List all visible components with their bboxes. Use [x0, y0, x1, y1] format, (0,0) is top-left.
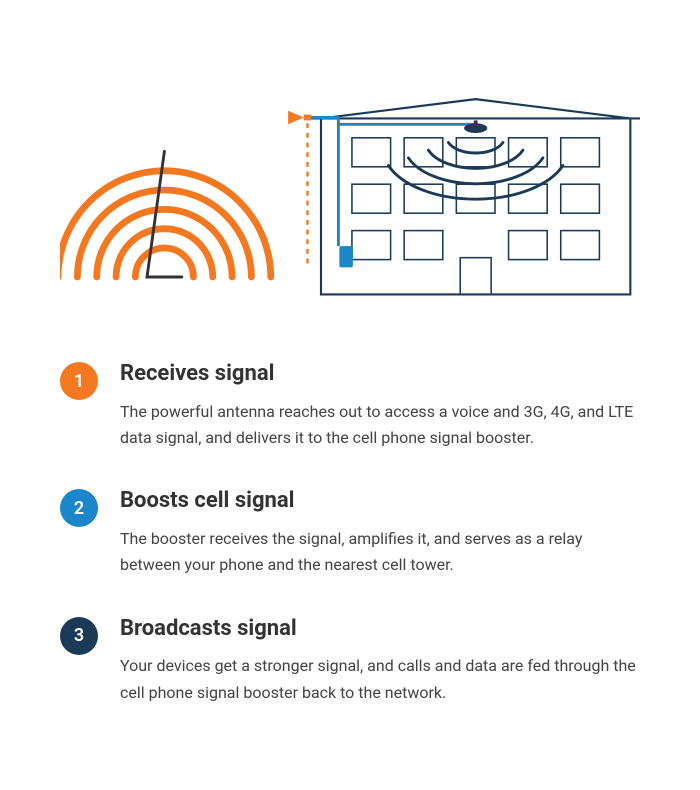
step-3: 3 Broadcasts signal Your devices get a s… — [60, 615, 640, 706]
step-1-title: Receives signal — [120, 360, 640, 389]
step-3-desc: Your devices get a stronger signal, and … — [120, 653, 640, 706]
step-1: 1 Receives signal The powerful antenna r… — [60, 360, 640, 451]
step-2-desc: The booster receives the signal, amplifi… — [120, 526, 640, 579]
step-2-title: Boosts cell signal — [120, 487, 640, 516]
step-3-badge: 3 — [60, 617, 98, 655]
steps-list: 1 Receives signal The powerful antenna r… — [60, 360, 640, 706]
signal-booster-diagram — [60, 60, 640, 320]
step-1-body: Receives signal The powerful antenna rea… — [120, 360, 640, 451]
step-1-badge: 1 — [60, 362, 98, 400]
step-2-body: Boosts cell signal The booster receives … — [120, 487, 640, 578]
step-3-body: Broadcasts signal Your devices get a str… — [120, 615, 640, 706]
step-2: 2 Boosts cell signal The booster receive… — [60, 487, 640, 578]
step-1-desc: The powerful antenna reaches out to acce… — [120, 399, 640, 452]
step-2-badge: 2 — [60, 489, 98, 527]
step-3-title: Broadcasts signal — [120, 615, 640, 644]
diagram-svg — [60, 60, 640, 320]
